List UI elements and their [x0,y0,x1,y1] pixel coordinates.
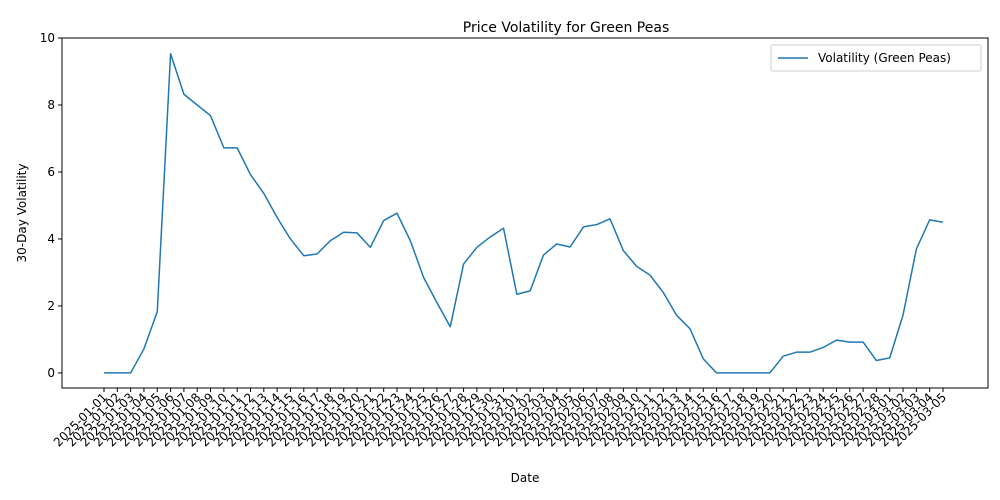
y-axis-ticks: 0 2 4 6 8 10 [40,31,62,380]
x-axis-ticks: 2025-01-012025-01-022025-01-032025-01-04… [51,388,949,449]
legend-box [770,44,982,72]
y-tick-label: 10 [40,31,55,45]
y-tick-label: 4 [47,232,55,246]
y-tick-label: 8 [47,98,55,112]
x-axis-label: Date [511,471,540,485]
plot-area [61,37,989,389]
series-line-0 [104,52,944,374]
y-tick-label: 6 [47,165,55,179]
legend: Volatility (Green Peas) [770,44,982,72]
y-tick-label: 2 [47,299,55,313]
series-layer [104,52,944,374]
y-axis-label: 30-Day Volatility [15,164,29,263]
chart-title: Price Volatility for Green Peas [463,20,670,36]
y-tick-label: 0 [47,366,55,380]
legend-series-label: Volatility (Green Peas) [818,51,951,65]
